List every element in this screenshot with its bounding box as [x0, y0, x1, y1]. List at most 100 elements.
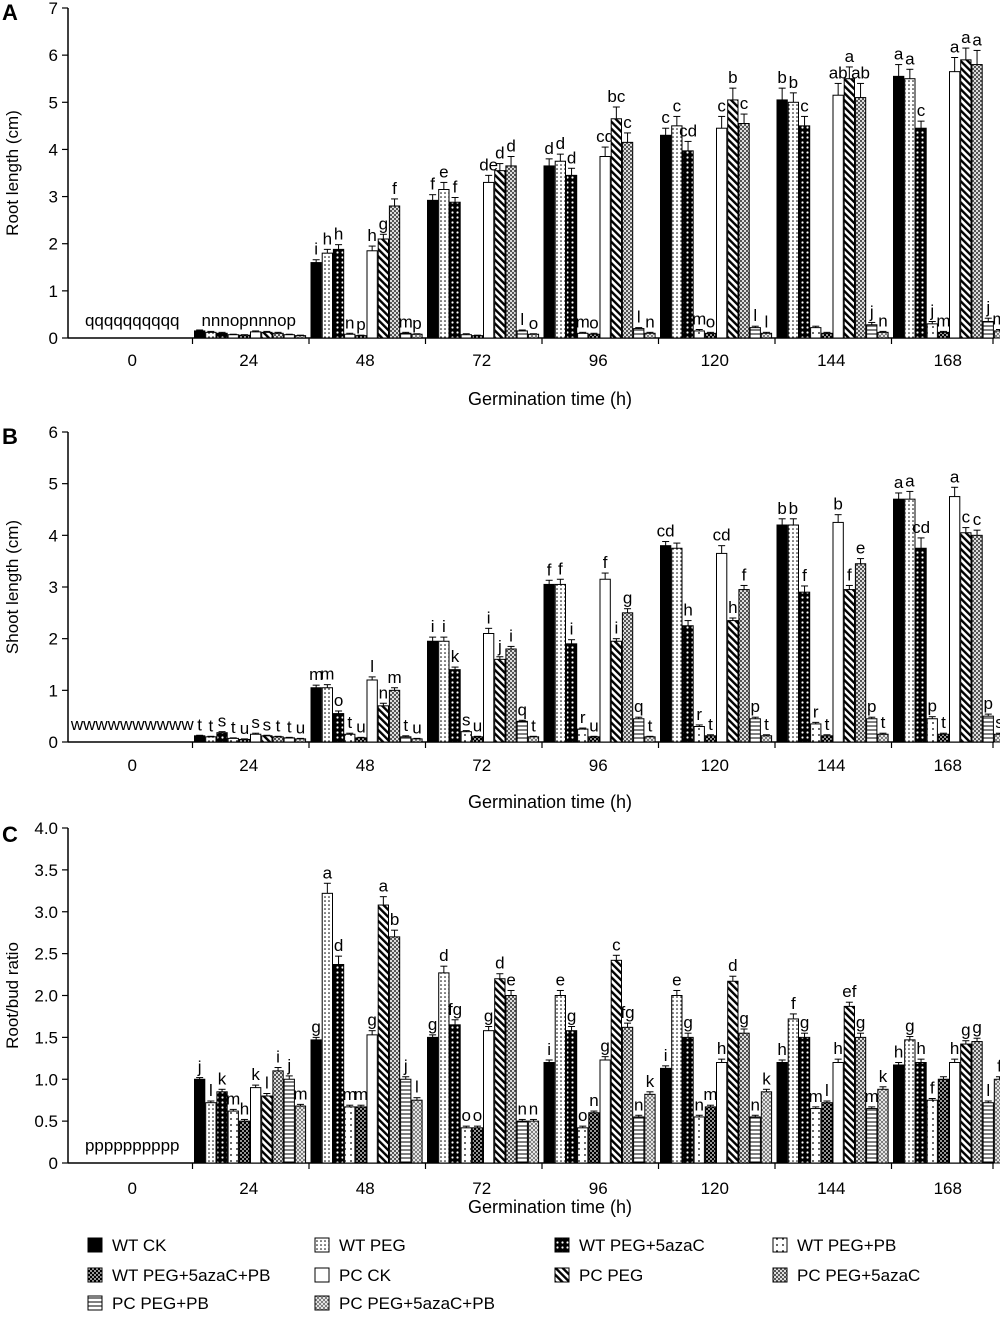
- bar: [671, 125, 683, 339]
- bar: [949, 1062, 961, 1164]
- bar: [577, 1127, 589, 1164]
- significance-label: i: [314, 240, 318, 259]
- significance-label: c: [740, 94, 749, 113]
- significance-label: g: [961, 1021, 970, 1040]
- x-tick-label: 0: [128, 1179, 137, 1198]
- significance-label: t: [764, 715, 769, 734]
- bar: [760, 735, 773, 743]
- bar: [205, 736, 217, 743]
- bar: [527, 736, 540, 743]
- significance-label: h: [683, 601, 692, 620]
- y-tick-label: 5: [49, 93, 58, 112]
- significance-label: a: [950, 467, 960, 486]
- legend-swatch: [314, 1295, 330, 1311]
- bar: [877, 331, 889, 339]
- significance-label: t: [825, 715, 830, 734]
- significance-label: o: [462, 1106, 471, 1125]
- bar: [460, 1127, 472, 1164]
- panel-b-shoot-length: 0 1 2 3 4 5 6 Shoot length (cm) 0 24 48 72 96 120 144 1…: [3, 423, 1000, 812]
- bar: [411, 1099, 423, 1164]
- bar: [760, 1091, 773, 1164]
- y-tick-label: 3: [49, 578, 58, 597]
- significance-label: g: [683, 1013, 692, 1032]
- significance-label: p: [751, 697, 760, 716]
- bar: [565, 1030, 578, 1164]
- x-tick-label: 120: [701, 351, 729, 370]
- significance-label: u: [240, 719, 249, 738]
- significance-label: p: [867, 697, 876, 716]
- bar: [749, 327, 761, 339]
- bar: [460, 334, 472, 339]
- legend-swatch: [554, 1237, 570, 1253]
- bar: [787, 101, 800, 339]
- significance-label: l: [370, 657, 374, 676]
- significance-label: g: [428, 1015, 437, 1034]
- bar: [238, 738, 251, 743]
- bar: [866, 718, 878, 743]
- bar: [527, 333, 540, 339]
- significance-label: l: [265, 1073, 269, 1092]
- legend-label: PC PEG+5azaC: [797, 1266, 920, 1285]
- bar: [565, 643, 578, 743]
- group-significance-labels: qqqqqqqqqq: [85, 311, 180, 330]
- bar: [543, 1062, 555, 1164]
- bar: [494, 170, 506, 339]
- bar: [993, 330, 1000, 339]
- bar: [660, 1067, 672, 1164]
- bar: [332, 248, 345, 339]
- bar: [377, 238, 390, 339]
- bar: [682, 1036, 694, 1164]
- significance-label: n: [695, 1095, 704, 1114]
- bar: [904, 1039, 916, 1164]
- bar: [971, 534, 983, 743]
- significance-label: h: [367, 226, 376, 245]
- bar: [821, 735, 833, 743]
- legend-swatch: [554, 1267, 570, 1283]
- significance-label: s: [995, 713, 1000, 732]
- bar: [660, 545, 672, 743]
- panel-label-c: C: [2, 822, 18, 847]
- significance-label: g: [311, 1017, 320, 1036]
- bar: [644, 332, 656, 339]
- significance-label: f: [392, 179, 397, 198]
- bar: [194, 1078, 206, 1164]
- significance-label: b: [728, 68, 737, 87]
- bar: [216, 732, 228, 743]
- significance-label: o: [473, 1106, 482, 1125]
- significance-label: g: [623, 589, 632, 608]
- significance-label: m: [343, 1085, 357, 1104]
- significance-label: i: [276, 1048, 280, 1067]
- significance-label: i: [547, 1040, 551, 1059]
- x-tick-label: 168: [934, 756, 962, 775]
- bar: [588, 333, 600, 339]
- legend-item: WT PEG: [314, 1236, 406, 1255]
- bar: [516, 330, 528, 339]
- significance-label: l: [637, 308, 641, 327]
- bar: [960, 1043, 972, 1164]
- significance-label: i: [431, 617, 435, 636]
- bar: [843, 1005, 856, 1164]
- legend-label: PC PEG+PB: [112, 1294, 209, 1313]
- bar: [483, 633, 495, 743]
- bar: [294, 738, 307, 743]
- bar: [505, 995, 517, 1164]
- bar: [438, 189, 450, 339]
- significance-label: b: [777, 68, 786, 87]
- bar: [993, 1078, 1000, 1164]
- significance-label: k: [646, 1072, 655, 1091]
- bar: [310, 687, 322, 743]
- y-tick-label: 3.5: [34, 861, 58, 880]
- bar: [543, 165, 555, 339]
- bar: [704, 1106, 717, 1164]
- bar: [633, 328, 645, 339]
- significance-label: m: [692, 310, 706, 329]
- bar: [366, 1034, 378, 1164]
- x-tick-label: 48: [356, 351, 375, 370]
- significance-label: cd: [713, 526, 731, 545]
- bar: [727, 620, 739, 743]
- bar: [238, 1120, 251, 1164]
- significance-label: n: [589, 1091, 598, 1110]
- significance-label: t: [941, 713, 946, 732]
- significance-label: n: [634, 1095, 643, 1114]
- legend-item: PC PEG+5azaC: [772, 1266, 920, 1285]
